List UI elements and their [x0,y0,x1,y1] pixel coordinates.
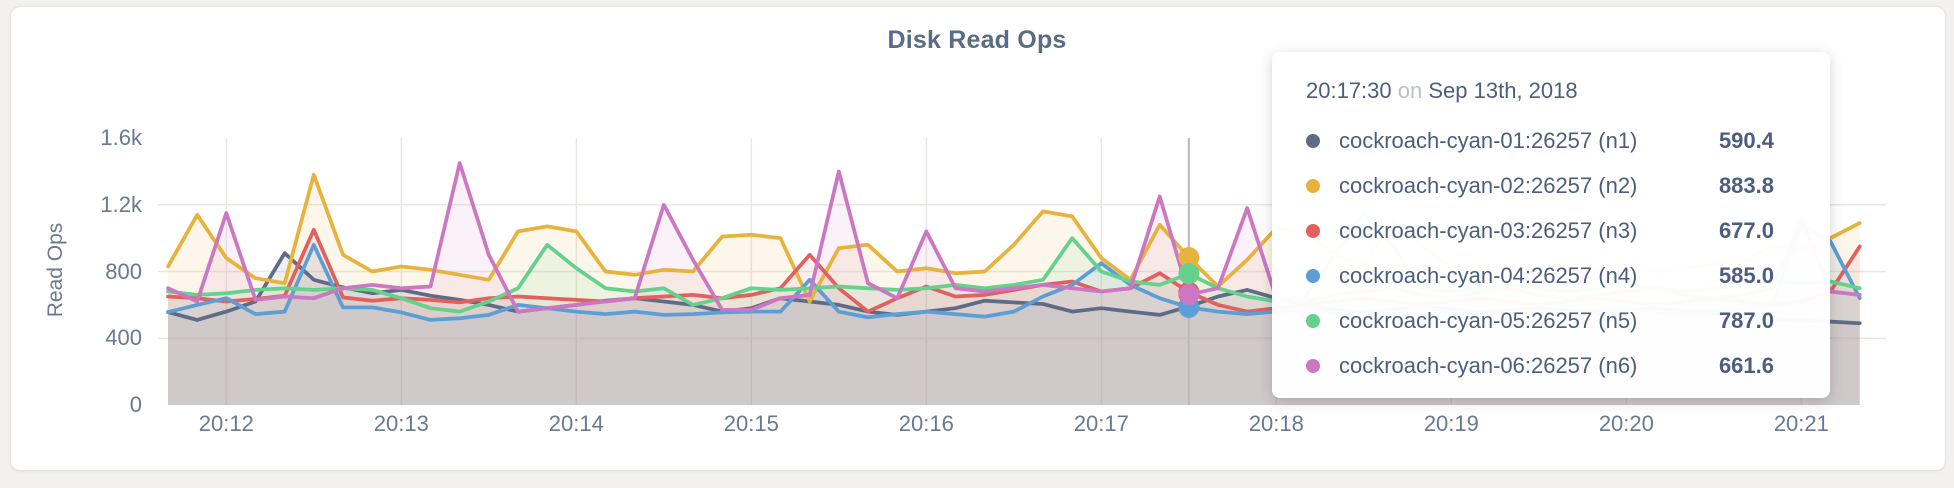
hover-point [1178,263,1200,285]
x-tick-label: 20:20 [1598,411,1654,436]
tooltip-on-word: on [1397,78,1423,103]
series-color-dot-icon [1306,133,1320,148]
y-tick-label: 800 [105,258,142,284]
x-tick-label: 20:17 [1073,411,1129,436]
series-value: 787.0 [1718,307,1774,333]
tooltip-date: Sep 13th, 2018 [1428,78,1578,103]
tooltip-series-list: cockroach-cyan-01:26257 (n1) 590.4 cockroa… [1306,118,1774,388]
series-value: 661.6 [1718,352,1774,378]
tooltip-time: 20:17:30 [1306,78,1392,103]
y-tick-label: 400 [105,325,142,351]
series-label: cockroach-cyan-01:26257 (n1) [1339,127,1638,153]
y-tick-label: 0 [129,392,142,417]
tooltip-series-row: cockroach-cyan-02:26257 (n2) 883.8 [1306,163,1774,208]
x-tick-label: 20:12 [198,411,254,436]
tooltip-series-row: cockroach-cyan-03:26257 (n3) 677.0 [1306,208,1774,253]
tooltip-series-row: cockroach-cyan-06:26257 (n6) 661.6 [1306,343,1774,388]
tooltip-header: 20:17:30 on Sep 13th, 2018 [1306,78,1774,104]
x-tick-label: 20:15 [723,411,779,436]
x-tick-label: 20:21 [1773,411,1829,436]
y-tick-label: 1.2k [100,191,142,217]
y-tick-label: 1.6k [100,125,142,150]
series-label: cockroach-cyan-03:26257 (n3) [1339,217,1638,243]
x-tick-label: 20:13 [373,411,429,436]
series-color-dot-icon [1306,313,1320,328]
series-value: 585.0 [1718,262,1774,288]
x-tick-label: 20:18 [1248,411,1304,436]
tooltip-series-row: cockroach-cyan-01:26257 (n1) 590.4 [1306,118,1774,163]
series-value: 590.4 [1718,127,1774,153]
x-tick-label: 20:19 [1423,411,1479,436]
series-value: 677.0 [1718,217,1774,243]
hover-point [1178,284,1200,306]
series-color-dot-icon [1306,178,1320,193]
x-tick-label: 20:14 [548,411,604,436]
tooltip-series-row: cockroach-cyan-04:26257 (n4) 585.0 [1306,253,1774,298]
series-value: 883.8 [1718,172,1774,198]
series-color-dot-icon [1306,223,1320,238]
series-label: cockroach-cyan-06:26257 (n6) [1339,352,1638,378]
tooltip-series-row: cockroach-cyan-05:26257 (n5) 787.0 [1306,298,1774,343]
series-label: cockroach-cyan-04:26257 (n4) [1339,262,1638,288]
hover-marker [1178,138,1200,405]
hover-point [1178,247,1200,269]
series-label: cockroach-cyan-02:26257 (n2) [1339,172,1638,198]
chart-title: Disk Read Ops [887,26,1067,54]
series-color-dot-icon [1306,268,1320,283]
series-label: cockroach-cyan-05:26257 (n5) [1339,307,1638,333]
series-color-dot-icon [1306,358,1320,373]
hover-tooltip: 20:17:30 on Sep 13th, 2018 cockroach-cya… [1272,52,1830,398]
x-tick-label: 20:16 [898,411,954,436]
